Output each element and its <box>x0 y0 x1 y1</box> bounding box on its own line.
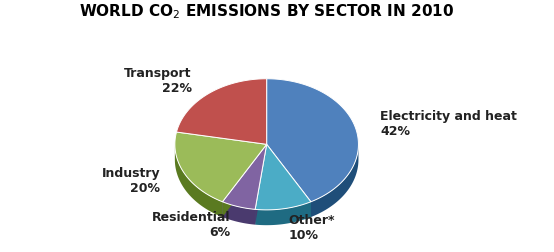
Text: Transport
22%: Transport 22% <box>124 66 192 94</box>
Text: Residential
6%: Residential 6% <box>152 210 230 238</box>
Polygon shape <box>175 145 223 217</box>
Polygon shape <box>175 133 266 202</box>
Polygon shape <box>311 145 358 217</box>
Polygon shape <box>255 202 311 225</box>
Text: Electricity and heat
42%: Electricity and heat 42% <box>381 110 517 138</box>
Polygon shape <box>266 145 311 217</box>
Title: $\bf{W}$ORLD CO$_2$ EMISSIONS BY SECTOR IN 2010: $\bf{W}$ORLD CO$_2$ EMISSIONS BY SECTOR … <box>79 3 454 21</box>
Polygon shape <box>223 202 255 225</box>
Polygon shape <box>177 79 266 145</box>
Polygon shape <box>255 145 266 225</box>
Polygon shape <box>223 145 266 217</box>
Text: Industry
20%: Industry 20% <box>102 166 160 194</box>
Polygon shape <box>255 145 266 225</box>
Text: Other*
10%: Other* 10% <box>289 213 335 241</box>
Polygon shape <box>223 145 266 217</box>
Polygon shape <box>266 79 358 202</box>
Polygon shape <box>266 145 311 217</box>
Polygon shape <box>223 145 266 209</box>
Polygon shape <box>255 145 311 210</box>
